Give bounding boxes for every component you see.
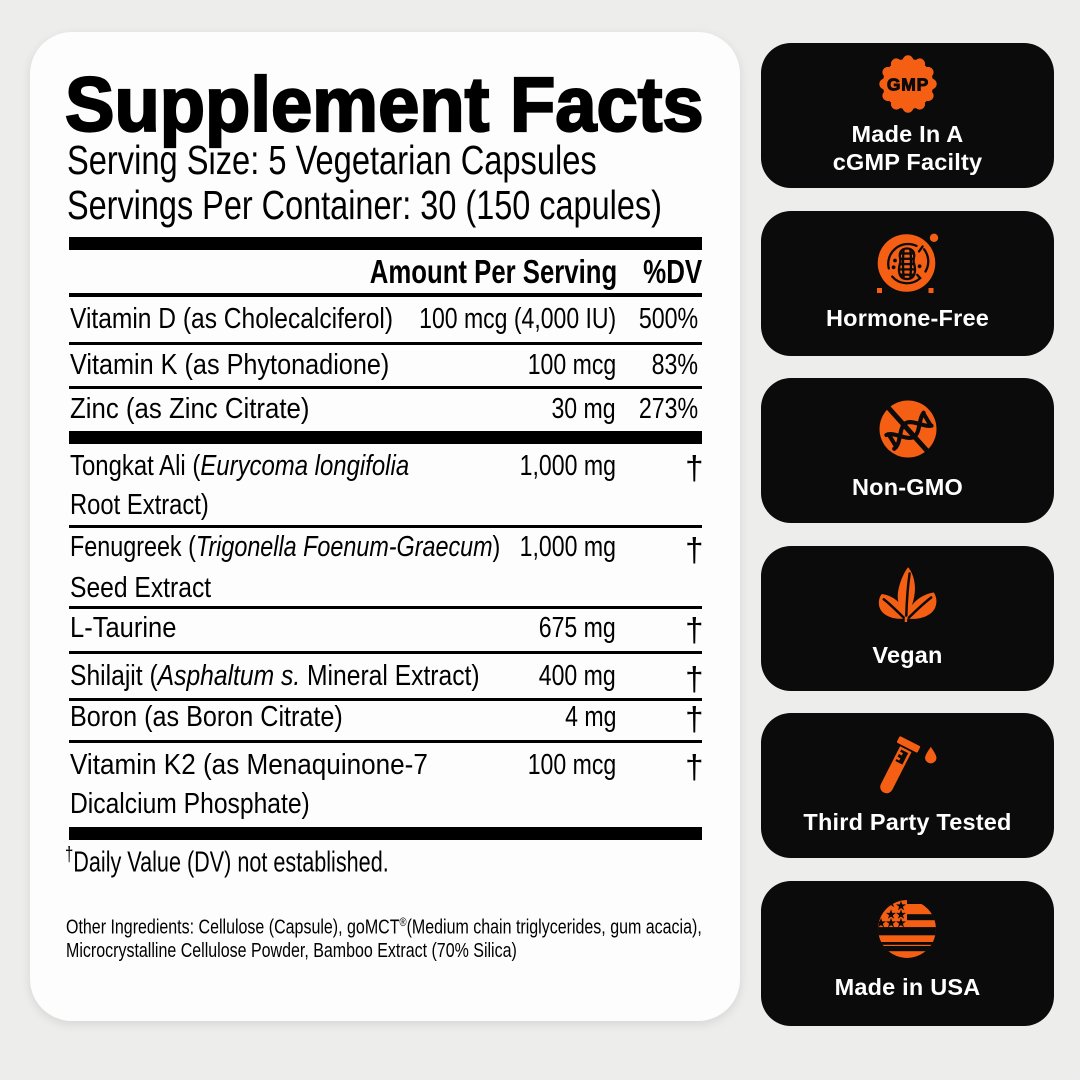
svg-text:GMP: GMP [887, 74, 929, 94]
